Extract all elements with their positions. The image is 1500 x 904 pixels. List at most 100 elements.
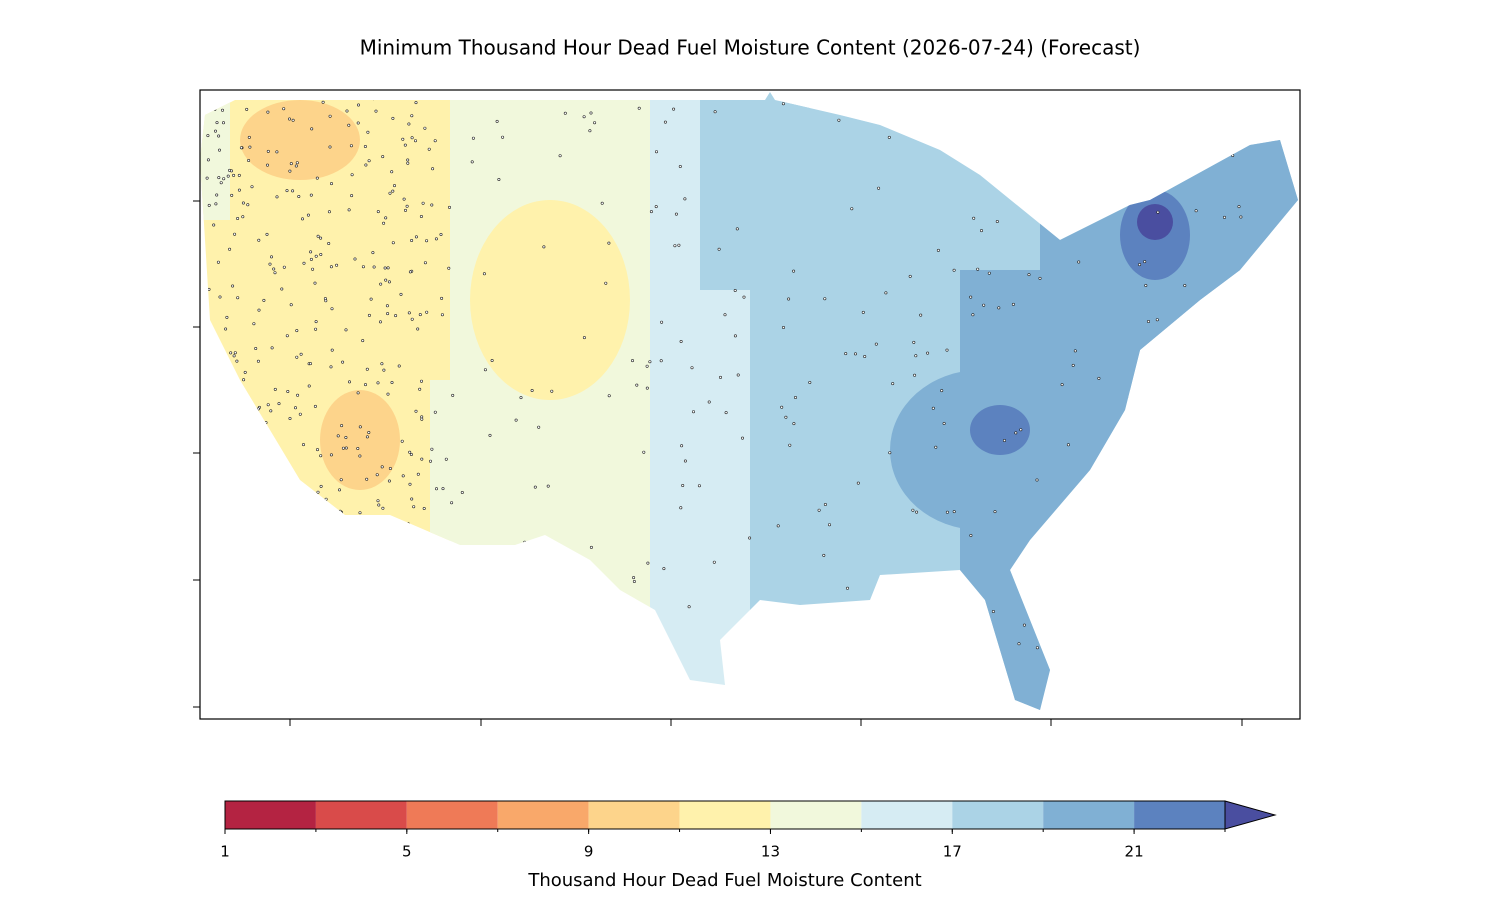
station bbox=[409, 452, 413, 456]
station bbox=[677, 243, 681, 247]
station bbox=[286, 389, 290, 393]
station bbox=[328, 145, 332, 149]
station bbox=[289, 303, 293, 307]
station bbox=[673, 244, 677, 248]
station bbox=[891, 382, 895, 386]
station bbox=[308, 539, 312, 543]
station bbox=[205, 470, 209, 474]
station bbox=[421, 201, 425, 205]
station bbox=[687, 605, 691, 609]
station bbox=[642, 450, 646, 454]
station bbox=[400, 545, 404, 549]
station bbox=[1054, 199, 1058, 203]
station bbox=[930, 622, 934, 626]
station bbox=[350, 194, 354, 198]
station bbox=[843, 699, 847, 703]
station bbox=[781, 325, 785, 329]
station bbox=[817, 508, 821, 512]
station bbox=[1182, 118, 1186, 122]
station bbox=[501, 135, 505, 139]
station bbox=[211, 509, 215, 513]
station bbox=[740, 436, 744, 440]
station bbox=[1237, 140, 1241, 144]
station bbox=[218, 295, 222, 299]
station bbox=[416, 327, 420, 331]
station bbox=[885, 98, 889, 102]
station bbox=[237, 173, 241, 177]
station bbox=[418, 578, 422, 582]
station bbox=[680, 444, 684, 448]
station bbox=[432, 538, 436, 542]
station bbox=[900, 603, 904, 607]
station bbox=[289, 476, 293, 480]
station bbox=[273, 271, 277, 275]
station bbox=[733, 334, 737, 338]
station bbox=[1027, 273, 1031, 277]
station bbox=[326, 534, 330, 538]
station bbox=[209, 616, 213, 620]
station bbox=[205, 176, 209, 180]
station bbox=[246, 203, 250, 207]
station bbox=[299, 674, 303, 678]
station bbox=[273, 508, 277, 512]
station bbox=[237, 430, 241, 434]
station bbox=[940, 389, 944, 393]
station bbox=[407, 311, 411, 315]
station bbox=[268, 262, 272, 266]
station bbox=[1186, 548, 1190, 552]
station bbox=[372, 265, 376, 269]
station bbox=[1278, 246, 1282, 250]
station bbox=[295, 355, 299, 359]
station bbox=[282, 107, 286, 111]
station bbox=[271, 667, 275, 671]
station bbox=[254, 546, 258, 550]
station bbox=[378, 320, 382, 324]
station bbox=[632, 576, 636, 580]
station bbox=[991, 609, 995, 613]
station bbox=[350, 173, 354, 177]
station bbox=[245, 107, 249, 111]
station bbox=[236, 217, 240, 221]
station bbox=[298, 538, 302, 542]
station bbox=[388, 191, 392, 195]
station bbox=[386, 266, 390, 270]
station bbox=[1035, 478, 1039, 482]
station bbox=[222, 626, 226, 630]
station bbox=[295, 161, 299, 165]
station bbox=[379, 605, 383, 609]
station bbox=[250, 185, 254, 189]
station bbox=[356, 121, 360, 125]
station bbox=[1183, 599, 1187, 603]
station bbox=[382, 221, 386, 225]
station bbox=[409, 574, 413, 578]
station bbox=[419, 215, 423, 219]
station bbox=[239, 510, 243, 514]
colorbar-bin bbox=[861, 801, 953, 829]
station bbox=[308, 634, 312, 638]
station bbox=[915, 510, 919, 514]
station bbox=[1014, 431, 1018, 435]
station bbox=[380, 465, 384, 469]
station bbox=[433, 410, 437, 414]
station bbox=[460, 490, 464, 494]
station bbox=[519, 396, 523, 400]
station bbox=[203, 544, 207, 548]
station bbox=[302, 261, 306, 265]
station bbox=[386, 392, 390, 396]
station bbox=[228, 247, 232, 251]
station bbox=[226, 174, 230, 178]
station bbox=[718, 375, 722, 379]
station bbox=[236, 614, 240, 618]
station bbox=[264, 460, 268, 464]
station bbox=[301, 660, 305, 664]
station bbox=[550, 389, 554, 393]
station bbox=[332, 619, 336, 623]
station bbox=[776, 524, 780, 528]
station bbox=[678, 165, 682, 169]
station bbox=[823, 502, 827, 506]
station bbox=[972, 216, 976, 220]
station bbox=[1173, 534, 1177, 538]
station bbox=[430, 203, 434, 207]
colorbar-bin bbox=[1043, 801, 1135, 829]
station bbox=[683, 197, 687, 201]
